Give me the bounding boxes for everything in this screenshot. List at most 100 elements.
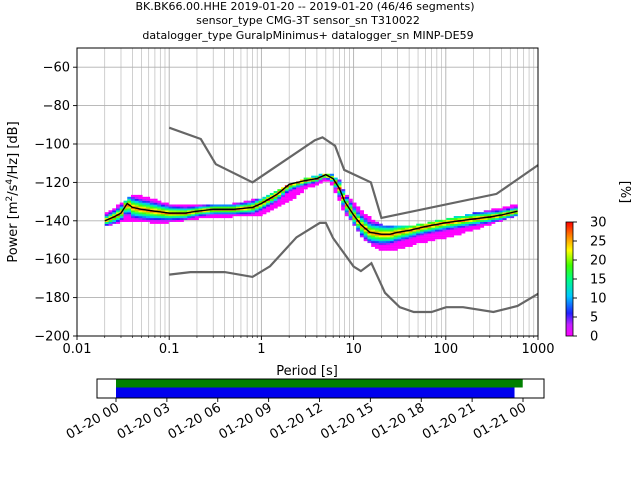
psd-cell (359, 221, 364, 224)
psd-cell (404, 237, 410, 240)
psd-cell (194, 217, 199, 221)
psd-cell (487, 214, 492, 217)
psd-cell (397, 225, 402, 228)
low-noise-model-line (169, 221, 539, 314)
psd-cell (495, 216, 500, 219)
psd-cell (258, 208, 263, 211)
psd-cell (506, 206, 511, 209)
psd-cell (157, 217, 162, 221)
psd-cell (191, 214, 196, 217)
psd-cell (476, 221, 481, 224)
psd-cell (378, 223, 383, 226)
psd-cell (468, 219, 473, 222)
psd-cell (314, 179, 319, 182)
psd-cell (149, 208, 154, 211)
psd-cell (434, 233, 440, 236)
psd-cell (363, 237, 368, 240)
psd-cell (502, 206, 507, 209)
psd-cell (146, 206, 151, 209)
psd-cell (359, 225, 364, 228)
psd-cell (363, 229, 368, 232)
psd-cell (104, 219, 109, 222)
psd-cell (348, 216, 353, 219)
psd-cell (161, 202, 166, 205)
psd-cell (453, 231, 458, 234)
psd-cell (254, 212, 259, 215)
psd-cell (434, 225, 440, 228)
psd-cell (513, 206, 518, 209)
psd-cell (461, 223, 466, 226)
psd-cell (483, 210, 488, 213)
psd-cell (423, 231, 428, 234)
psd-cell (453, 216, 458, 219)
psd-cell (127, 217, 132, 221)
psd-cell (382, 242, 387, 245)
psd-cell (292, 185, 297, 188)
psd-cell (389, 246, 395, 249)
psd-cell (138, 214, 143, 217)
psd-cell (187, 204, 192, 207)
psd-cell (296, 185, 301, 188)
psd-cell (236, 202, 241, 205)
psd-cell (138, 202, 143, 205)
psd-cell (161, 206, 166, 209)
psd-cell (296, 191, 301, 194)
psd-cell (251, 212, 256, 215)
psd-cell (476, 214, 481, 217)
psd-cell (183, 210, 188, 213)
psd-cell (116, 208, 121, 211)
psd-cell (397, 237, 402, 240)
psd-cell (468, 227, 473, 230)
psd-cell (224, 212, 229, 215)
psd-cell (269, 198, 274, 201)
psd-cell (382, 248, 387, 251)
psd-cell (449, 219, 455, 222)
psd-cell (419, 235, 425, 238)
psd-cell (359, 219, 364, 222)
psd-cell (172, 219, 177, 222)
time-tick-label: 01-20 03 (115, 400, 173, 442)
psd-cell (243, 212, 248, 215)
psd-cell (480, 217, 485, 221)
psd-cell (438, 237, 443, 240)
psd-cell (431, 225, 436, 228)
psd-cell (367, 239, 372, 242)
psd-cell (371, 229, 376, 232)
psd-cell (341, 206, 346, 209)
psd-cell (431, 237, 436, 240)
psd-cell (161, 219, 166, 222)
psd-cell (239, 206, 244, 209)
psd-cell (363, 223, 368, 226)
psd-cell (202, 214, 207, 217)
psd-cell (168, 216, 173, 219)
psd-cell (472, 214, 477, 217)
psd-cell (367, 223, 372, 226)
psd-cell (389, 242, 395, 245)
psd-cell (232, 206, 237, 209)
psd-cell (104, 212, 109, 215)
psd-cell (419, 229, 425, 232)
psd-cell (299, 189, 304, 192)
psd-cell (281, 194, 286, 197)
psd-cell (228, 206, 233, 209)
psd-cell (352, 208, 357, 211)
psd-cell (243, 214, 248, 217)
psd-cell (247, 202, 252, 205)
psd-cell (303, 187, 308, 190)
psd-cell (277, 200, 282, 203)
psd-cell (149, 202, 154, 205)
psd-cell (438, 223, 443, 226)
psd-cell (457, 229, 462, 232)
psd-cell (446, 231, 451, 234)
psd-cell (431, 221, 436, 224)
psd-cell (337, 179, 342, 182)
high-noise-model-line (168, 126, 539, 220)
psd-cell (404, 235, 410, 238)
psd-cell (431, 239, 436, 242)
psd-cell (112, 219, 117, 222)
psd-cell (138, 217, 143, 221)
psd-cell (468, 229, 473, 232)
psd-cell (333, 179, 338, 182)
psd-cell (341, 202, 346, 205)
psd-cell (510, 206, 515, 209)
